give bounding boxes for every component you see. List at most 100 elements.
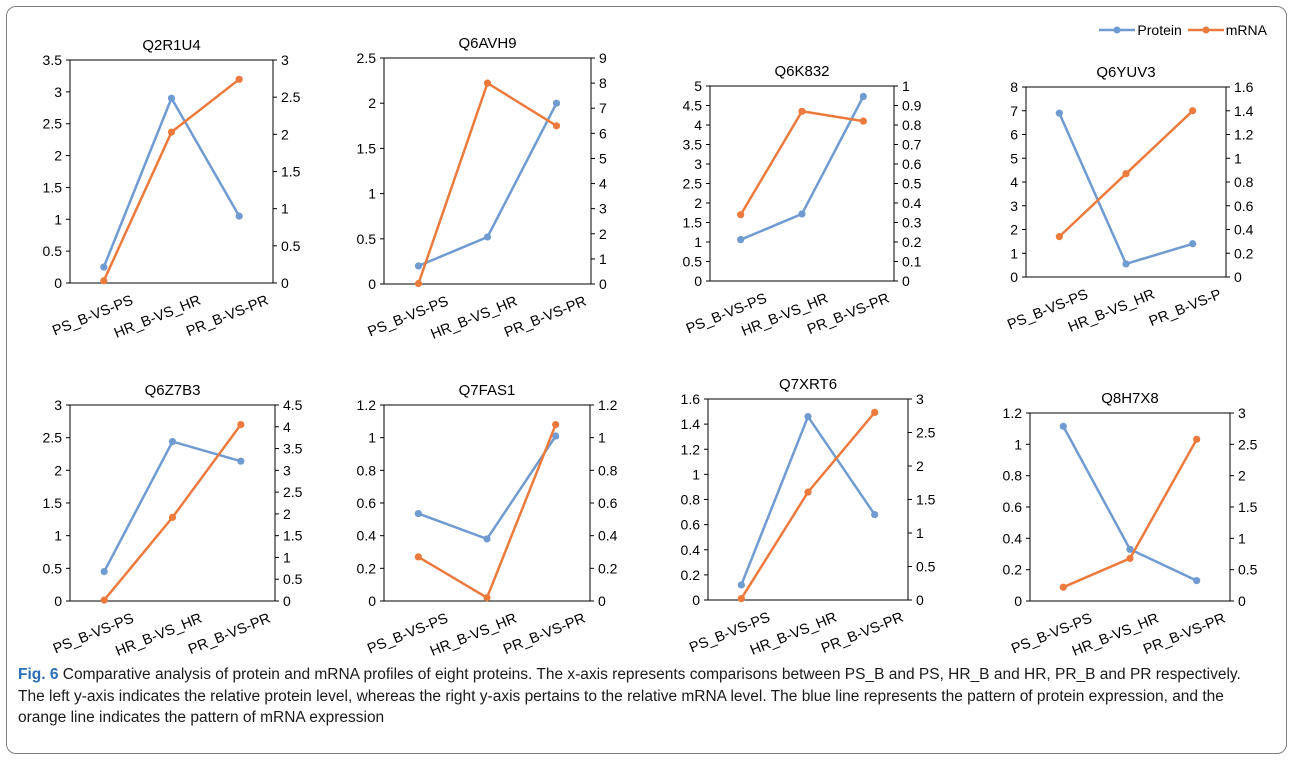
right-tick-label: 0.8 (902, 117, 922, 133)
left-tick-label: 0.8 (681, 492, 701, 508)
data-point-protein (859, 92, 867, 101)
right-tick-label: 0.5 (916, 559, 936, 575)
left-tick-label: 5 (694, 78, 702, 94)
data-point-protein (804, 412, 812, 421)
right-tick-label: 1.2 (1234, 127, 1254, 143)
right-tick-label: 0 (1234, 269, 1242, 285)
right-tick-label: 0 (598, 593, 606, 609)
data-point-mrna (237, 421, 245, 429)
data-point-mrna (1122, 170, 1130, 178)
right-tick-label: 1 (1234, 150, 1242, 166)
panel-title: Q8H7X8 (1101, 390, 1159, 407)
chart-panel-6: Q7FAS1 0 0.2 0.4 0.6 0.8 1 1.2 0 0.2 0.4 0.6 0.8 1 1.2… (357, 382, 618, 660)
left-tick-label: 1 (694, 234, 702, 250)
right-tick-label: 0 (599, 276, 607, 292)
left-tick-label: 1.2 (681, 441, 701, 457)
left-tick-label: 0.6 (681, 517, 701, 533)
right-tick-label: 3 (1238, 405, 1246, 421)
data-point-mrna (483, 594, 491, 602)
right-tick-label: 0.8 (598, 462, 618, 478)
right-tick-label: 0.6 (598, 495, 618, 511)
chart-panel-4: Q6YUV301234567800.20.40.60.811.21.41.6PS… (1005, 64, 1253, 336)
right-tick-label: 5 (599, 150, 607, 166)
right-tick-label: 1 (598, 430, 606, 446)
right-tick-label: 2.5 (281, 89, 301, 105)
data-point-protein (100, 263, 108, 271)
right-tick-label: 2 (283, 506, 291, 522)
right-tick-label: 1 (281, 201, 289, 217)
right-tick-label: 0.7 (902, 137, 922, 153)
left-tick-label: 1 (54, 211, 62, 227)
right-tick-label: 1 (1238, 530, 1246, 546)
legend-swatch-mrna (1187, 26, 1224, 34)
panel-title: Q6K832 (774, 63, 829, 80)
data-point-mrna (859, 117, 867, 125)
data-point-protein (168, 437, 177, 446)
left-tick-label: 0.8 (357, 462, 377, 478)
legend: Protein mRNA (1097, 22, 1267, 38)
data-point-mrna (483, 79, 492, 87)
data-point-mrna (414, 553, 422, 561)
data-point-mrna (552, 122, 561, 130)
left-tick-label: 2.5 (43, 430, 63, 446)
right-tick-label: 0 (902, 273, 910, 289)
left-tick-label: 2 (694, 195, 702, 211)
figure-caption: Fig. 6 Comparative analysis of protein a… (18, 664, 1268, 729)
data-point-protein (737, 236, 745, 244)
right-tick-label: 0.6 (1234, 198, 1254, 214)
left-tick-label: 0.4 (1003, 530, 1023, 546)
panel-title: Q6YUV3 (1096, 64, 1155, 81)
right-tick-label: 2 (916, 458, 924, 474)
panel-title: Q7XRT6 (779, 376, 837, 393)
right-tick-label: 0.5 (902, 176, 922, 192)
data-point-protein (235, 212, 243, 220)
left-tick-label: 0.2 (1003, 562, 1023, 578)
right-tick-label: 1 (902, 78, 910, 94)
plot-area (383, 57, 592, 285)
left-tick-label: 2 (368, 95, 376, 111)
right-tick-label: 9 (599, 50, 607, 66)
left-tick-label: 0 (368, 593, 376, 609)
data-point-mrna (798, 107, 806, 115)
right-tick-label: 1 (283, 549, 291, 565)
legend-entry-protein: Protein (1097, 22, 1182, 38)
right-tick-label: 2.5 (916, 425, 936, 441)
right-tick-label: 0.4 (598, 528, 618, 544)
series-line-protein (1058, 112, 1194, 266)
data-point-protein (798, 210, 806, 218)
data-point-mrna (871, 408, 879, 416)
data-point-protein (1059, 422, 1067, 430)
data-point-protein (1122, 260, 1130, 268)
chart-panel-7: Q7XRT6 0 0.2 0.4 0.6 0.8 1 1.2 1.4 1.6 0 0.5 1 1.5 2 2.… (681, 376, 936, 659)
panel-title: Q7FAS1 (459, 382, 516, 399)
left-tick-label: 0.8 (1003, 468, 1023, 484)
series-line-mrna (103, 423, 242, 601)
right-tick-label: 1.5 (916, 492, 936, 508)
left-tick-label: 1 (692, 466, 700, 482)
right-tick-label: 2 (1238, 468, 1246, 484)
right-tick-label: 0 (1238, 593, 1246, 609)
right-tick-label: 0.2 (598, 560, 618, 576)
right-tick-label: 6 (599, 125, 607, 141)
right-tick-label: 1 (599, 251, 607, 267)
data-point-protein (483, 233, 492, 241)
data-point-mrna (552, 421, 560, 429)
chart-panel-8: Q8H7X800.20.40.60.811.200.511.522.53PS_B… (1003, 390, 1258, 660)
data-point-mrna (100, 277, 108, 285)
data-point-protein (552, 99, 561, 107)
figure-frame (6, 6, 1287, 754)
left-tick-label: 0 (1010, 269, 1018, 285)
panel-title: Q2R1U4 (142, 37, 200, 54)
left-tick-label: 0 (368, 276, 376, 292)
plot-area (383, 404, 591, 602)
plot-area (1029, 412, 1231, 602)
data-point-mrna (1189, 107, 1197, 115)
left-tick-label: 0.2 (357, 560, 377, 576)
legend-entry-mrna: mRNA (1186, 22, 1267, 38)
data-point-mrna (1126, 554, 1134, 562)
left-tick-label: 0.5 (43, 560, 63, 576)
left-tick-label: 1.2 (357, 397, 377, 413)
left-tick-label: 1.5 (43, 495, 63, 511)
left-tick-label: 0 (694, 273, 702, 289)
data-point-protein (483, 535, 491, 543)
